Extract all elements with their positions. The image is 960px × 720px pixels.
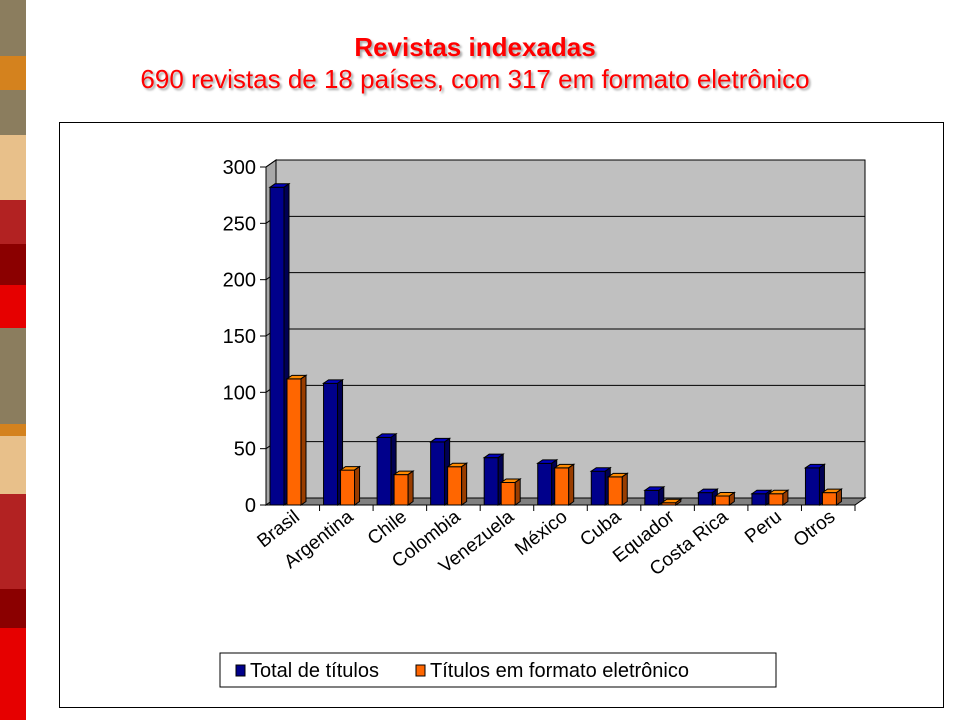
- slide-subtitle: 690 revistas de 18 países, com 317 em fo…: [140, 64, 810, 94]
- stripe-band: [0, 328, 26, 424]
- stripe-band: [0, 244, 26, 285]
- legend-label: Total de títulos: [250, 660, 379, 682]
- bar-front: [804, 467, 820, 506]
- bar-front: [607, 476, 623, 506]
- bar-front: [821, 492, 837, 506]
- y-tick-label: 300: [223, 157, 256, 179]
- bar-front: [483, 457, 499, 506]
- chart-frame: 0 50 100 150 200 250 300 Brasil Argentina Chile Co…: [59, 122, 944, 708]
- bar-side: [407, 470, 414, 506]
- stripe-band: [0, 0, 26, 56]
- bar-front: [768, 493, 784, 506]
- bar-front: [430, 441, 446, 506]
- bar-front: [500, 481, 516, 506]
- bar-front: [269, 186, 285, 506]
- gridline-side: [265, 159, 277, 168]
- bar-side: [354, 465, 361, 506]
- legend-swatch: [235, 664, 246, 677]
- bar-front: [590, 470, 606, 506]
- bar-front: [393, 474, 409, 506]
- stripe-band: [0, 90, 26, 135]
- y-tick-label: 50: [234, 439, 256, 461]
- legend-box: [219, 652, 777, 688]
- stripe-band: [0, 436, 26, 494]
- stripe-band: [0, 589, 26, 628]
- bar-front: [340, 469, 356, 506]
- bar-side: [461, 462, 468, 506]
- slide-title-block: Revistas indexadas 690 revistas de 18 pa…: [60, 30, 890, 94]
- bar-side: [835, 488, 842, 506]
- bar-front: [697, 492, 713, 506]
- stripe-band: [0, 200, 26, 244]
- stripe-band: [0, 424, 26, 436]
- y-tick-label: 200: [223, 270, 256, 292]
- bar-front: [537, 462, 553, 506]
- decorative-left-stripe: [0, 0, 26, 720]
- slide-title: Revistas indexadas: [354, 32, 596, 62]
- stripe-band: [0, 494, 26, 589]
- stripe-band: [0, 135, 26, 200]
- bar-front: [714, 495, 730, 506]
- y-tick-label: 0: [245, 495, 256, 517]
- bar-front: [376, 436, 392, 506]
- legend-swatch: [415, 664, 426, 677]
- bar-front: [286, 378, 302, 506]
- bar-side: [300, 374, 307, 506]
- bar-front: [751, 493, 767, 506]
- y-tick-label: 150: [223, 326, 256, 348]
- x-tick-label: México: [511, 506, 571, 560]
- bar-side: [621, 472, 628, 506]
- x-tick-label: Peru: [741, 506, 786, 547]
- bar-front: [554, 467, 570, 506]
- bar-front: [323, 382, 339, 506]
- bar-front: [644, 489, 660, 506]
- bar-side: [728, 491, 735, 506]
- stripe-band: [0, 628, 26, 720]
- bar-side: [675, 498, 682, 506]
- stripe-band: [0, 56, 26, 90]
- bar-side: [514, 478, 521, 506]
- bar-front: [447, 466, 463, 506]
- bar-side: [782, 489, 789, 506]
- bar-side: [568, 463, 575, 506]
- y-tick-label: 100: [223, 382, 256, 404]
- y-tick-label: 250: [223, 213, 256, 235]
- stripe-band: [0, 285, 26, 328]
- legend-label: Títulos em formato eletrônico: [430, 660, 689, 682]
- x-tick-label: Otros: [790, 506, 840, 551]
